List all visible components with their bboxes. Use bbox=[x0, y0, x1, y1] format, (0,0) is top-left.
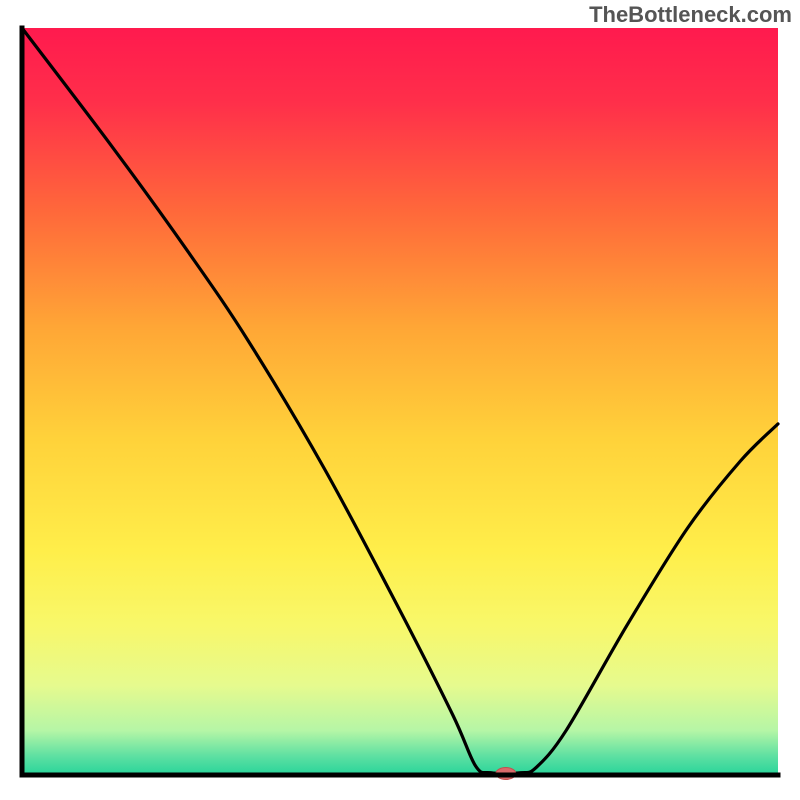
chart-svg bbox=[0, 0, 800, 800]
watermark-text: TheBottleneck.com bbox=[589, 2, 792, 28]
plot-background bbox=[22, 28, 778, 775]
bottleneck-chart: TheBottleneck.com bbox=[0, 0, 800, 800]
